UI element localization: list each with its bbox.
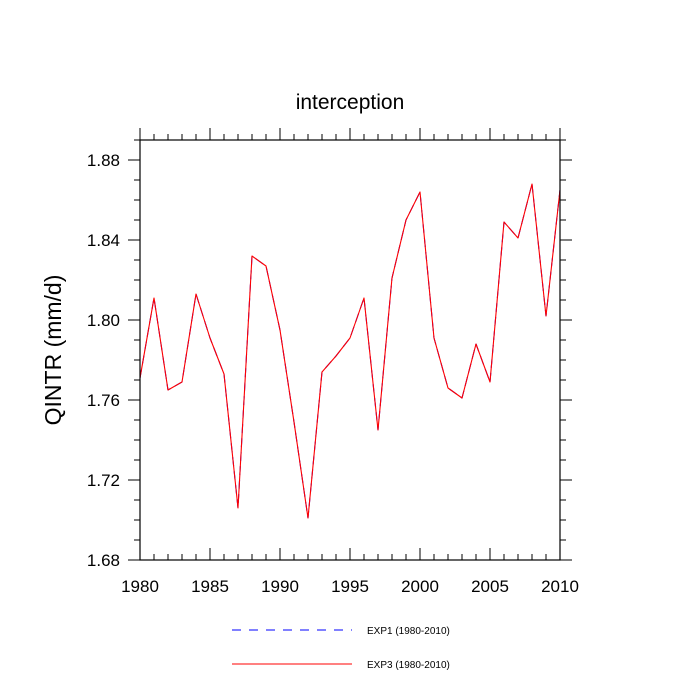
tick-labels: 1980 1985 1990 1995 2000 2005 2010 1.68 1.72 1.76… (87, 151, 579, 596)
x-tick-label: 2005 (471, 577, 509, 596)
plot-frame (139, 139, 561, 561)
x-tick-label: 1990 (261, 577, 299, 596)
x-tick-label: 1995 (331, 577, 369, 596)
legend-label-1: EXP1 (1980-2010) (367, 626, 450, 637)
y-tick-label: 1.72 (87, 471, 120, 490)
y-tick-label: 1.80 (87, 311, 120, 330)
series-layer (139, 183, 561, 519)
series-line-1 (139, 183, 561, 519)
x-tick-label: 2000 (401, 577, 439, 596)
x-tick-label: 1985 (191, 577, 229, 596)
y-tick-label: 1.68 (87, 551, 120, 570)
x-tick-label: 1980 (121, 577, 159, 596)
chart-title: interception (296, 91, 405, 114)
x-tick-label: 2010 (541, 577, 579, 596)
y-tick-label: 1.76 (87, 391, 120, 410)
legend-label-2: EXP3 (1980-2010) (367, 660, 450, 671)
y-axis-label: QINTR (mm/d) (40, 275, 66, 426)
legend: EXP1 (1980-2010) EXP3 (1980-2010) (232, 626, 450, 671)
y-tick-label: 1.88 (87, 151, 120, 170)
y-tick-label: 1.84 (87, 231, 120, 250)
series-line-2 (139, 183, 561, 519)
axis-ticks (128, 128, 572, 561)
